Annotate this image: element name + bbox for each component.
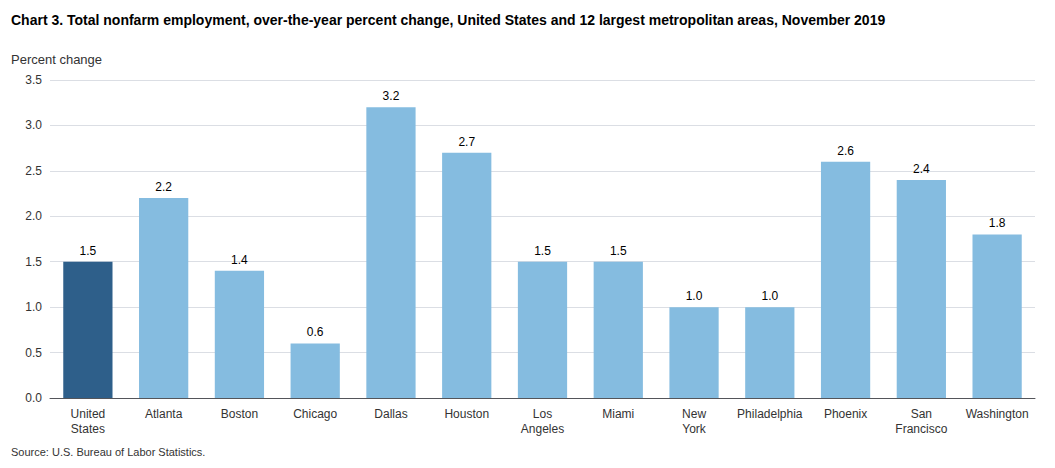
svg-text:Chicago: Chicago bbox=[293, 407, 337, 421]
svg-text:2.0: 2.0 bbox=[25, 209, 42, 223]
svg-text:San: San bbox=[911, 407, 932, 421]
svg-text:1.0: 1.0 bbox=[686, 289, 703, 303]
svg-text:3.0: 3.0 bbox=[25, 118, 42, 132]
svg-text:York: York bbox=[682, 422, 707, 436]
svg-text:2.2: 2.2 bbox=[155, 180, 172, 194]
svg-text:1.4: 1.4 bbox=[231, 253, 248, 267]
svg-text:States: States bbox=[71, 422, 105, 436]
svg-text:Source: U.S. Bureau of Labor S: Source: U.S. Bureau of Labor Statistics. bbox=[11, 446, 205, 458]
svg-text:2.7: 2.7 bbox=[458, 135, 475, 149]
svg-text:1.8: 1.8 bbox=[989, 216, 1006, 230]
svg-text:Los: Los bbox=[533, 407, 552, 421]
svg-text:1.0: 1.0 bbox=[25, 300, 42, 314]
svg-text:2.5: 2.5 bbox=[25, 164, 42, 178]
svg-text:Washington: Washington bbox=[966, 407, 1029, 421]
svg-text:Miami: Miami bbox=[602, 407, 634, 421]
svg-text:Atlanta: Atlanta bbox=[145, 407, 183, 421]
svg-text:United: United bbox=[71, 407, 106, 421]
svg-text:Boston: Boston bbox=[221, 407, 258, 421]
svg-text:3.5: 3.5 bbox=[25, 73, 42, 87]
svg-text:Phoenix: Phoenix bbox=[824, 407, 867, 421]
svg-text:Dallas: Dallas bbox=[374, 407, 407, 421]
svg-text:Francisco: Francisco bbox=[895, 422, 947, 436]
svg-text:Angeles: Angeles bbox=[521, 422, 564, 436]
svg-text:2.6: 2.6 bbox=[837, 144, 854, 158]
svg-text:0.6: 0.6 bbox=[307, 325, 324, 339]
svg-text:Houston: Houston bbox=[444, 407, 489, 421]
svg-text:1.0: 1.0 bbox=[761, 289, 778, 303]
svg-text:2.4: 2.4 bbox=[913, 162, 930, 176]
svg-text:0.5: 0.5 bbox=[25, 346, 42, 360]
svg-text:Philadelphia: Philadelphia bbox=[737, 407, 803, 421]
svg-text:1.5: 1.5 bbox=[25, 255, 42, 269]
svg-text:0.0: 0.0 bbox=[25, 391, 42, 405]
svg-text:1.5: 1.5 bbox=[534, 244, 551, 258]
svg-text:Chart 3. Total nonfarm employm: Chart 3. Total nonfarm employment, over-… bbox=[11, 12, 885, 28]
svg-text:Percent change: Percent change bbox=[11, 52, 102, 67]
svg-text:3.2: 3.2 bbox=[383, 89, 400, 103]
svg-text:New: New bbox=[682, 407, 706, 421]
svg-text:1.5: 1.5 bbox=[80, 244, 97, 258]
svg-text:1.5: 1.5 bbox=[610, 244, 627, 258]
